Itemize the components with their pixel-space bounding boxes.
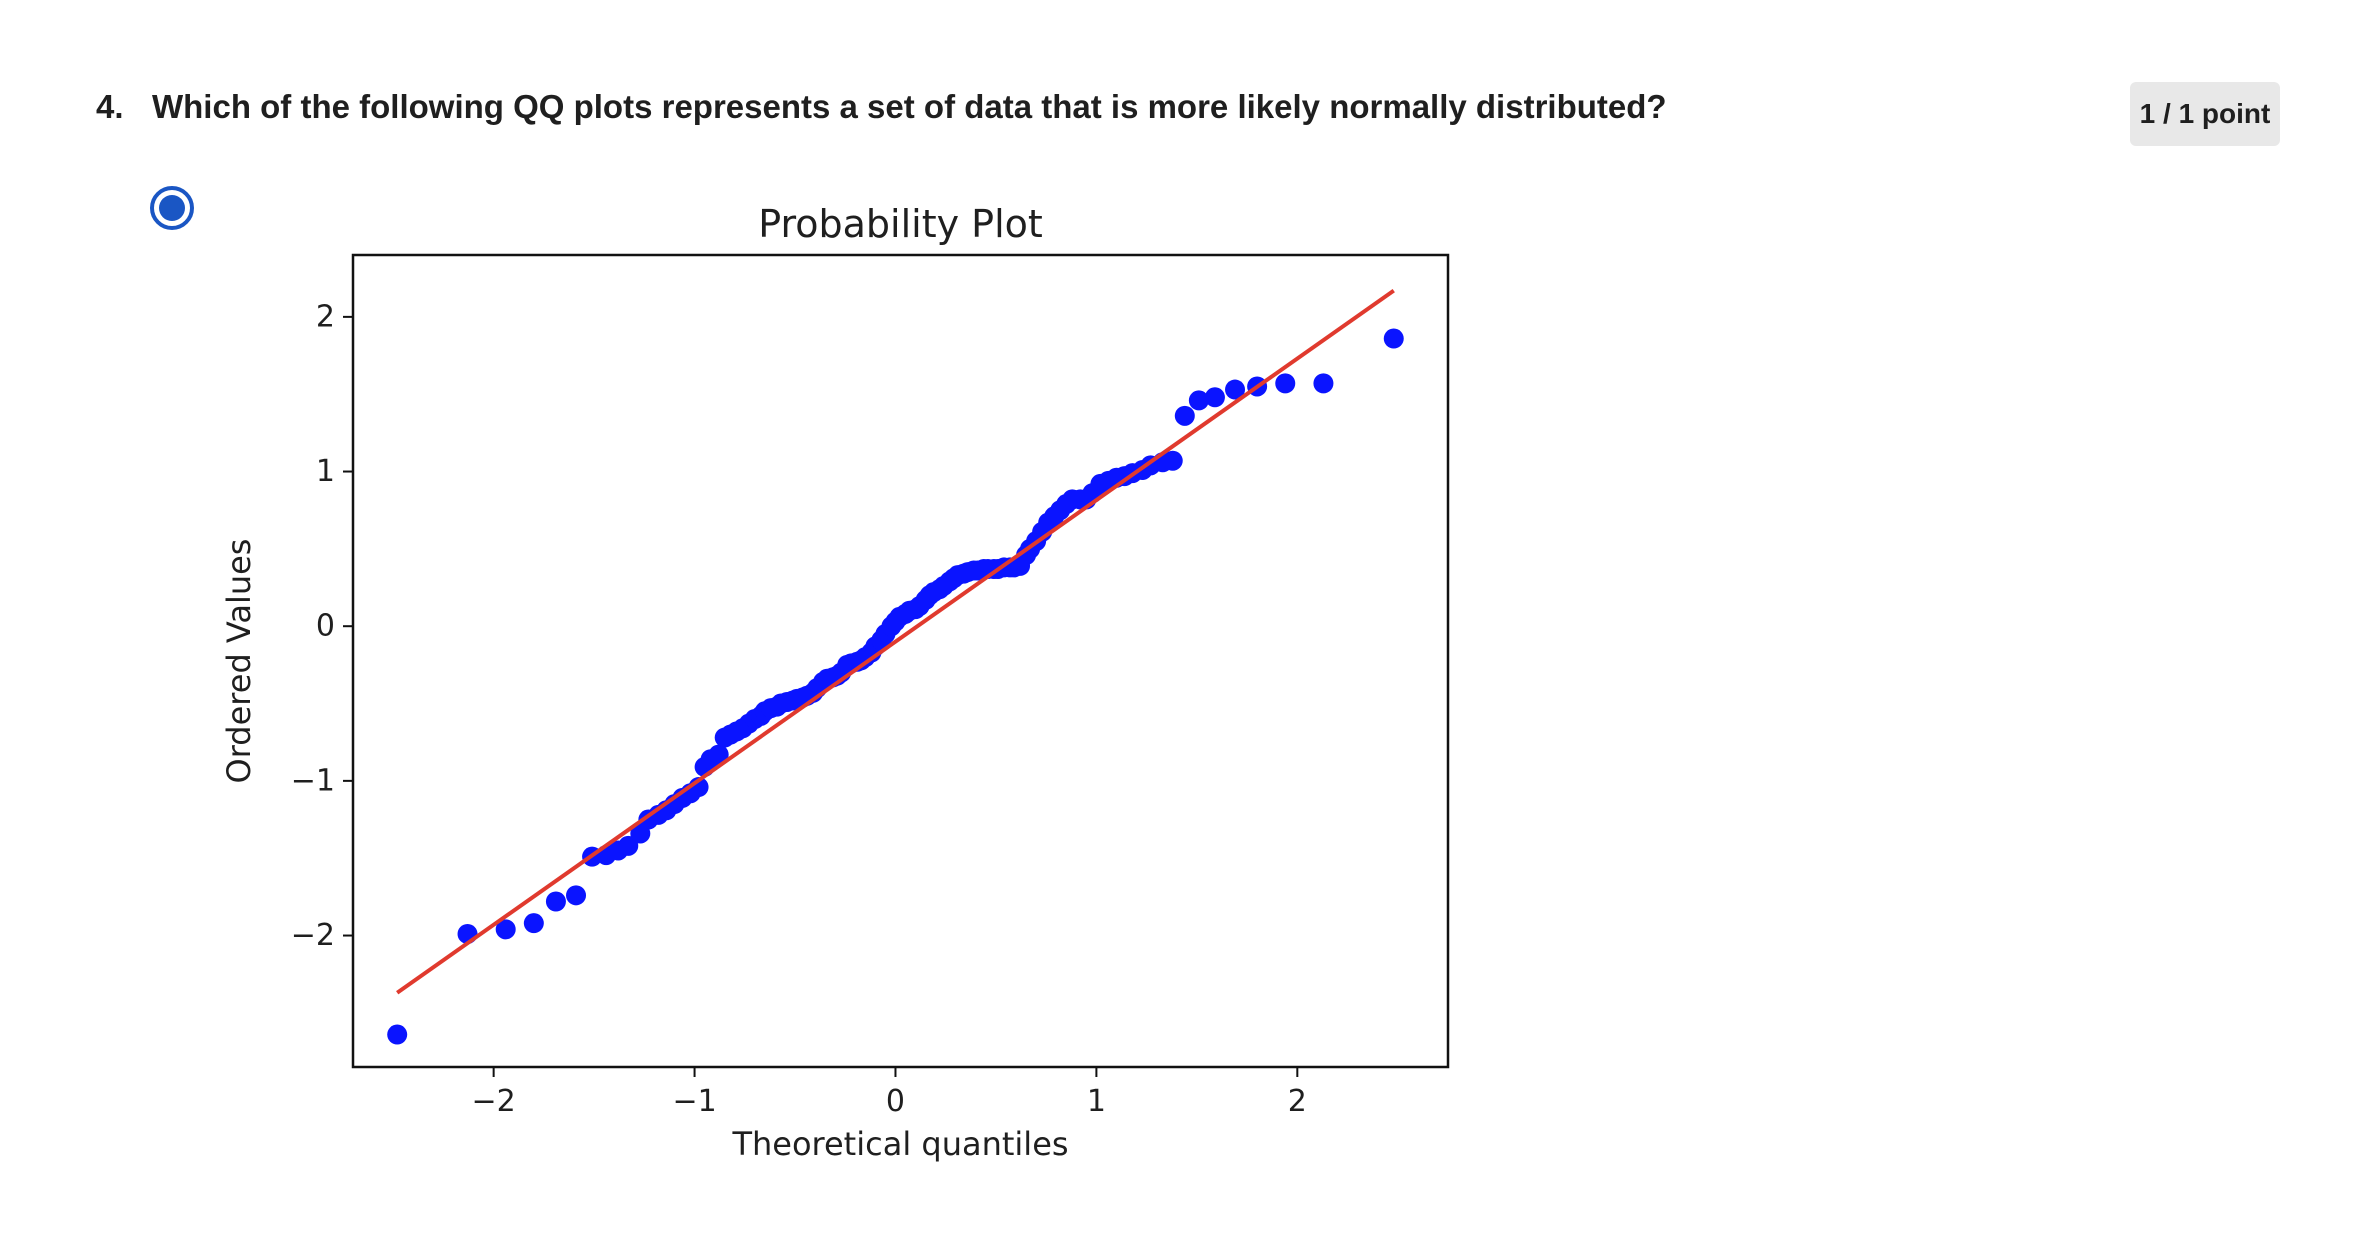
axes-group: −2 −1 0 1 2 −2 −1 0 1 2: [291, 299, 1307, 1119]
fit-line: [396, 288, 1395, 995]
data-point: [387, 1024, 408, 1045]
data-point: [523, 913, 544, 934]
y-tick-label: −1: [291, 763, 335, 798]
answer-radio-button[interactable]: [150, 186, 194, 230]
x-tick-label: −2: [472, 1084, 516, 1119]
chart-title: Probability Plot: [758, 202, 1043, 246]
x-tick-label: 0: [886, 1084, 905, 1119]
data-point: [708, 744, 729, 765]
data-point: [618, 835, 639, 856]
x-tick-label: 1: [1087, 1084, 1106, 1119]
x-tick-label: 2: [1288, 1084, 1307, 1119]
score-badge: 1 / 1 point: [2130, 82, 2280, 146]
data-point: [1174, 405, 1195, 426]
qq-plot-chart: −2 −1 0 1 2 −2 −1 0 1 2 Probability Plot Theoreti…: [220, 202, 1450, 1163]
data-point: [1313, 373, 1334, 394]
data-point: [1275, 373, 1296, 394]
y-tick-label: 0: [316, 609, 335, 644]
data-point: [1204, 387, 1225, 408]
question-text: Which of the following QQ plots represen…: [152, 88, 1667, 125]
question-number: 4.: [96, 88, 124, 125]
plot-frame: [351, 253, 1450, 1069]
y-axis-label: Ordered Values: [220, 539, 258, 784]
data-point: [495, 919, 516, 940]
data-point: [566, 885, 587, 906]
points-group: [387, 328, 1404, 1045]
question-header: 4. Which of the following QQ plots repre…: [96, 88, 1667, 126]
y-tick-label: 2: [316, 299, 335, 334]
x-tick-label: −1: [672, 1084, 716, 1119]
y-tick-label: −2: [291, 918, 335, 953]
radio-selected-dot: [159, 195, 185, 221]
data-point: [545, 891, 566, 912]
data-point: [1225, 379, 1246, 400]
fit-line-group: [396, 288, 1395, 995]
x-axis-label: Theoretical quantiles: [731, 1125, 1068, 1163]
y-tick-label: 1: [316, 454, 335, 489]
data-point: [1188, 390, 1209, 411]
data-point: [1383, 328, 1404, 349]
data-point: [1162, 450, 1183, 471]
qq-plot-image: −2 −1 0 1 2 −2 −1 0 1 2 Probability Plot Theoreti…: [210, 180, 1510, 1185]
